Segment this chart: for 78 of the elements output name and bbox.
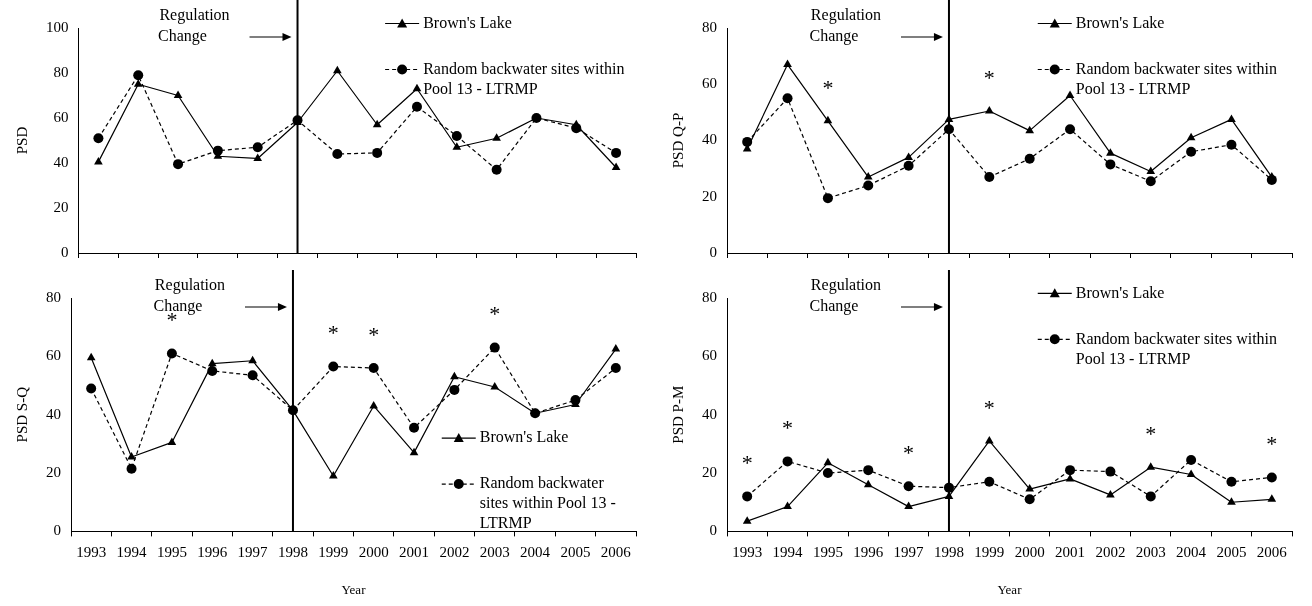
y-tick-label: 80 — [702, 288, 717, 305]
annotation: * — [741, 450, 753, 476]
y-tick-label: 0 — [53, 522, 61, 539]
x-tick-label: 2004 — [520, 544, 551, 561]
x-tick-label: 2006 — [1256, 544, 1288, 561]
y-tick-label: 60 — [53, 108, 69, 125]
y-tick-label: 60 — [702, 347, 717, 364]
y-tick-label: 40 — [53, 153, 69, 170]
x-tick-label: 2003 — [479, 544, 510, 561]
legend-label: Brown's Lake — [423, 13, 512, 31]
x-tick-label: 2005 — [1216, 544, 1247, 561]
x-tick-label: 1993 — [76, 544, 107, 561]
x-tick-label: 2000 — [358, 544, 389, 561]
x-tick-label: 2001 — [399, 544, 430, 561]
annotation: * — [1266, 431, 1278, 457]
annotation: Regulation Change — [158, 6, 230, 46]
x-tick-label: 1994 — [116, 544, 148, 561]
x-tick-label: 2002 — [439, 544, 470, 561]
y-tick-label: 40 — [702, 405, 717, 422]
x-tick-label: 1997 — [893, 544, 925, 561]
y-tick-label: 40 — [702, 131, 717, 148]
annotation: * — [327, 320, 339, 346]
y-tick-label: 60 — [46, 347, 61, 364]
x-tick-label: 2003 — [1135, 544, 1166, 561]
x-tick-label: 1998 — [277, 544, 308, 561]
annotation: Regulation Change — [809, 6, 882, 46]
annotation: * — [1145, 421, 1157, 446]
annotation: * — [983, 64, 995, 90]
y-axis-title: PSD P-M — [669, 385, 686, 444]
y-tick-label: 0 — [709, 522, 717, 539]
x-axis-title: Year — [341, 581, 367, 597]
annotation: * — [983, 394, 995, 420]
x-tick-label: 2002 — [1095, 544, 1126, 561]
x-tick-label: 1999 — [318, 544, 349, 561]
annotation: * — [903, 439, 915, 465]
annotation: Regulation Change — [809, 276, 882, 316]
x-axis-title: Year — [997, 581, 1023, 597]
x-tick-label: 2006 — [600, 544, 632, 561]
legend-label: Brown's Lake — [1075, 13, 1165, 31]
y-tick-label: 20 — [53, 198, 69, 215]
y-tick-label: 80 — [53, 63, 69, 80]
y-tick-label: 20 — [702, 463, 717, 480]
x-tick-label: 1998 — [933, 544, 964, 561]
annotation: Regulation Change — [153, 276, 226, 316]
x-tick-label: 1999 — [974, 544, 1005, 561]
y-tick-label: 80 — [46, 288, 61, 305]
annotation: * — [782, 415, 794, 441]
y-tick-label: 80 — [702, 18, 717, 35]
x-tick-label: 2000 — [1014, 544, 1045, 561]
annotation: * — [489, 301, 501, 327]
y-tick-label: 0 — [709, 243, 717, 260]
y-tick-label: 100 — [46, 18, 69, 35]
legend-label: Random backwater sites within Pool 13 - LTRMP — [1075, 329, 1278, 367]
x-tick-label: 1995 — [156, 544, 187, 561]
annotation: * — [368, 321, 380, 347]
annotation: * — [822, 74, 834, 100]
y-tick-label: 0 — [61, 243, 69, 260]
legend-label: Brown's Lake — [479, 428, 569, 446]
y-axis-title: PSD — [13, 126, 30, 155]
legend-label: Brown's Lake — [1075, 283, 1165, 301]
y-tick-label: 60 — [702, 75, 717, 92]
legend-label: Random backwater sites within Pool 13 - LTRMP — [1075, 59, 1278, 97]
x-tick-label: 2001 — [1055, 544, 1086, 561]
y-axis-title: PSD S-Q — [13, 386, 30, 443]
y-tick-label: 40 — [46, 405, 61, 422]
legend-label: Random backwater sites within Pool 13 - LTRMP — [423, 59, 625, 97]
x-tick-label: 2005 — [560, 544, 591, 561]
y-tick-label: 20 — [46, 463, 61, 480]
y-axis-title: PSD Q-P — [669, 112, 686, 169]
x-tick-label: 1995 — [812, 544, 843, 561]
x-tick-label: 2004 — [1176, 544, 1207, 561]
x-tick-label: 1993 — [732, 544, 763, 561]
y-tick-label: 20 — [702, 187, 717, 204]
x-tick-label: 1996 — [197, 544, 228, 561]
x-tick-label: 1994 — [772, 544, 804, 561]
legend-label: Random backwater sites within Pool 13 - LTRMP — [479, 474, 616, 532]
x-tick-label: 1997 — [237, 544, 269, 561]
x-tick-label: 1996 — [853, 544, 884, 561]
